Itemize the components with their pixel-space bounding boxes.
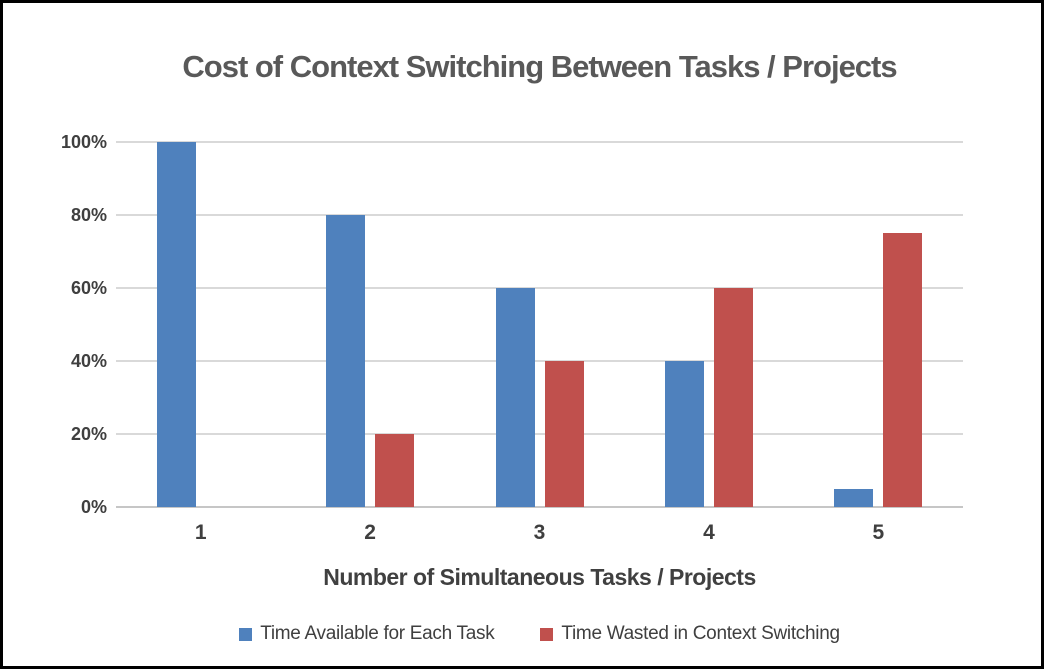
- bar-series-1-cat-2: [326, 215, 366, 507]
- x-axis: 1 2 3 4 5: [116, 521, 963, 545]
- legend-swatch-icon: [540, 627, 554, 641]
- x-axis-title: Number of Simultaneous Tasks / Projects: [323, 564, 756, 590]
- bar-series-2-cat-5: [883, 233, 923, 507]
- legend-item-1: Time Available for Each Task: [239, 623, 495, 645]
- chart-title: Cost of Context Switching Between Tasks …: [182, 49, 897, 84]
- bar-group-1: [116, 142, 285, 507]
- y-tick-label: 80%: [70, 205, 107, 225]
- y-axis: 0% 20% 40% 60% 80% 100%: [3, 132, 107, 517]
- legend-label: Time Wasted in Context Switching: [561, 623, 840, 644]
- gridline: [116, 141, 963, 143]
- legend-item-2: Time Wasted in Context Switching: [540, 623, 840, 645]
- y-tick-label: 20%: [70, 424, 107, 444]
- gridline: [116, 360, 963, 362]
- y-tick-label: 60%: [70, 278, 107, 298]
- y-tick-label: 0%: [80, 497, 107, 517]
- bar-series-1-cat-4: [664, 361, 704, 507]
- x-axis-line: [116, 506, 963, 508]
- bar-group-3: [455, 142, 624, 507]
- x-tick-label: 1: [194, 521, 207, 544]
- bar-group-2: [285, 142, 454, 507]
- gridline: [116, 433, 963, 435]
- y-tick-label: 40%: [70, 351, 107, 371]
- x-tick-label: 3: [533, 521, 546, 544]
- x-tick-label: 4: [703, 521, 715, 544]
- bar-series-2-cat-4: [713, 288, 753, 507]
- bar-series-1-cat-1: [156, 142, 196, 507]
- legend-swatch-icon: [239, 627, 253, 641]
- y-tick-label: 100%: [60, 132, 107, 152]
- bar-groups: [116, 142, 963, 507]
- legend-label: Time Available for Each Task: [260, 623, 495, 644]
- x-tick-label: 5: [872, 521, 885, 544]
- bar-series-2-cat-2: [375, 434, 415, 507]
- plot-area: [116, 141, 963, 508]
- x-tick-label: 2: [364, 521, 376, 544]
- bar-series-2-cat-3: [544, 361, 584, 507]
- bar-series-1-cat-5: [834, 488, 874, 507]
- bar-series-1-cat-3: [495, 288, 535, 507]
- bar-group-5: [794, 142, 963, 507]
- gridline: [116, 287, 963, 289]
- bar-group-4: [624, 142, 793, 507]
- legend: Time Available for Each Task Time Wasted …: [116, 623, 963, 645]
- gridline: [116, 214, 963, 216]
